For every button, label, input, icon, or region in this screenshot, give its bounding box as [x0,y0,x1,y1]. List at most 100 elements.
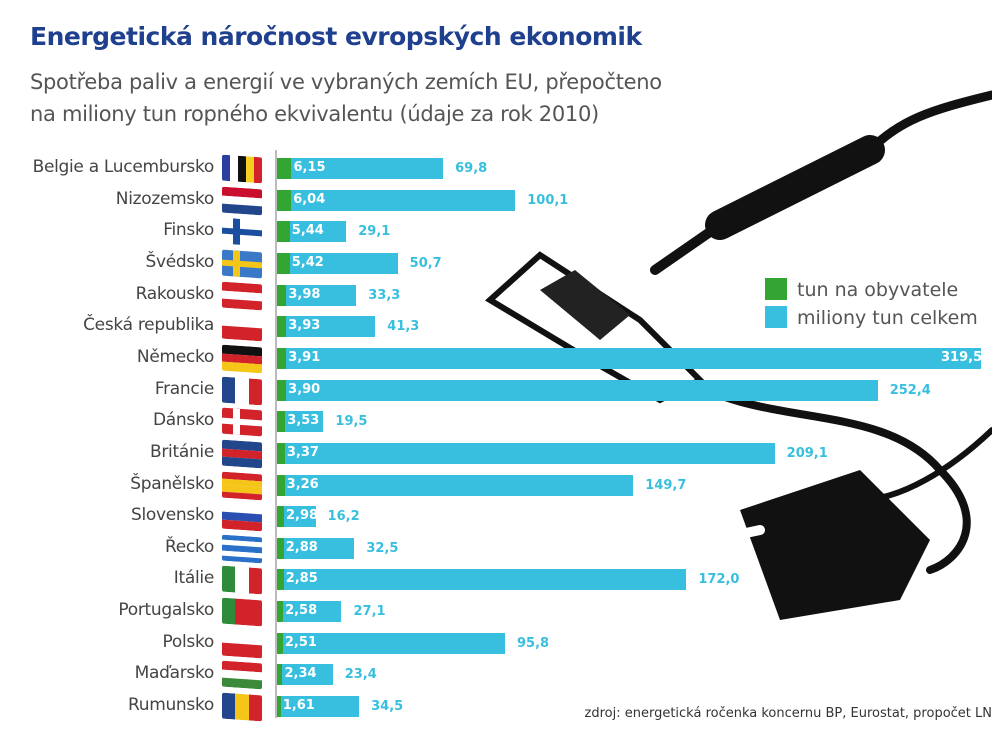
flag-icon [222,407,262,437]
data-label-total: 33,3 [368,287,401,303]
y-axis-line [275,150,277,718]
bar-total [277,252,398,274]
bar-total [277,632,505,654]
country-label: Nizozemsko [115,188,215,209]
bar-total [277,474,634,496]
data-label-total: 319,5 [941,349,983,365]
bar-per-capita [277,474,285,496]
country-label: Polsko [162,631,215,652]
country-label: Rakousko [135,283,215,304]
bar-per-capita [277,537,284,559]
data-label-total: 172,0 [698,572,740,588]
legend-item-total: miliony tun celkem [765,306,978,329]
bar-per-capita [277,506,284,528]
country-label: Švédsko [145,251,215,272]
data-label-total: 50,7 [409,255,442,271]
bar-per-capita [277,379,287,401]
bar-total [277,189,516,211]
flag-icon [222,471,262,500]
flag-icon [222,597,262,627]
data-label-total: 34,5 [371,699,404,715]
bar-total [277,316,376,338]
data-label-per-capita: 3,37 [286,444,319,460]
country-label: Finsko [163,220,214,241]
data-label-total: 100,1 [527,192,569,208]
subtitle-line-1: Spotřeba paliv a energií ve vybraných ze… [30,70,662,94]
bar-per-capita [277,696,281,718]
bar-per-capita [277,316,287,338]
bar-total [277,601,342,623]
bar-total [277,537,355,559]
flag-icon [222,502,262,532]
flag-icon [222,439,262,469]
bar-per-capita [277,601,284,623]
legend-swatch-green [765,278,787,300]
bar-total [277,442,775,464]
bar-total [277,221,347,243]
flag-icon [222,344,262,374]
flag-icon [222,692,262,722]
data-label-total: 23,4 [344,667,377,683]
data-label-per-capita: 6,04 [293,191,326,207]
flag-icon [222,281,262,310]
country-label: Slovensko [130,505,214,526]
bar-per-capita [277,221,290,243]
legend-label: miliony tun celkem [797,307,978,329]
bar-per-capita [277,189,292,211]
bar-per-capita [277,252,290,274]
country-label: Dánsko [153,410,214,431]
data-label-per-capita: 1,61 [282,698,315,714]
data-label-per-capita: 2,51 [284,634,317,650]
flag-icon [222,249,262,279]
data-label-total: 41,3 [387,319,420,335]
bar-per-capita [277,569,284,591]
chart-title: Energetická náročnost evropských ekonomi… [30,22,642,51]
subtitle-line-2: na miliony tun ropného ekvivalentu (údaj… [30,102,599,126]
data-label-total: 252,4 [889,382,931,398]
data-label-total: 16,2 [327,509,360,525]
flag-icon [222,534,262,564]
bar-total [277,379,878,401]
data-label-per-capita: 2,98 [286,508,319,524]
data-label-total: 69,8 [455,161,488,176]
bar-per-capita [277,411,286,433]
country-label: Belgie a Lucembursko [32,157,215,177]
data-label-per-capita: 3,90 [288,381,321,397]
data-label-per-capita: 2,88 [285,539,318,555]
data-label-total: 149,7 [645,477,687,493]
flag-icon [222,186,262,216]
data-label-per-capita: 6,15 [293,160,326,175]
data-label-per-capita: 3,93 [288,318,321,334]
flag-icon [222,376,262,405]
legend-item-per-capita: tun na obyvatele [765,278,958,301]
flag-icon [222,217,262,247]
data-label-per-capita: 2,34 [284,666,317,682]
country-label: Řecko [165,536,214,557]
bar-total [277,411,324,433]
data-label-per-capita: 3,26 [286,476,319,492]
country-label: Německo [136,346,214,367]
data-label-total: 209,1 [786,445,828,461]
data-label-total: 32,5 [366,540,399,556]
source-note: zdroj: energetická ročenka koncernu BP, … [584,706,992,721]
data-label-per-capita: 3,98 [288,286,321,302]
country-label: Itálie [173,568,215,589]
bar-total [277,506,316,528]
flag-icon [222,154,262,184]
bar-per-capita [277,347,287,369]
bar-total [277,347,981,369]
flag-icon [222,660,262,690]
bar-total [277,158,444,179]
bar-per-capita [277,442,285,464]
data-label-per-capita: 3,91 [288,349,321,365]
data-label-per-capita: 5,42 [291,254,324,270]
country-label: Rumunsko [127,695,214,716]
country-label: Španělsko [130,473,214,494]
data-label-per-capita: 3,53 [287,413,320,429]
data-label-total: 95,8 [517,635,550,651]
flag-icon [222,629,262,659]
country-label: Portugalsko [118,600,214,621]
country-label: Francie [154,378,214,399]
bar-per-capita [277,158,292,179]
